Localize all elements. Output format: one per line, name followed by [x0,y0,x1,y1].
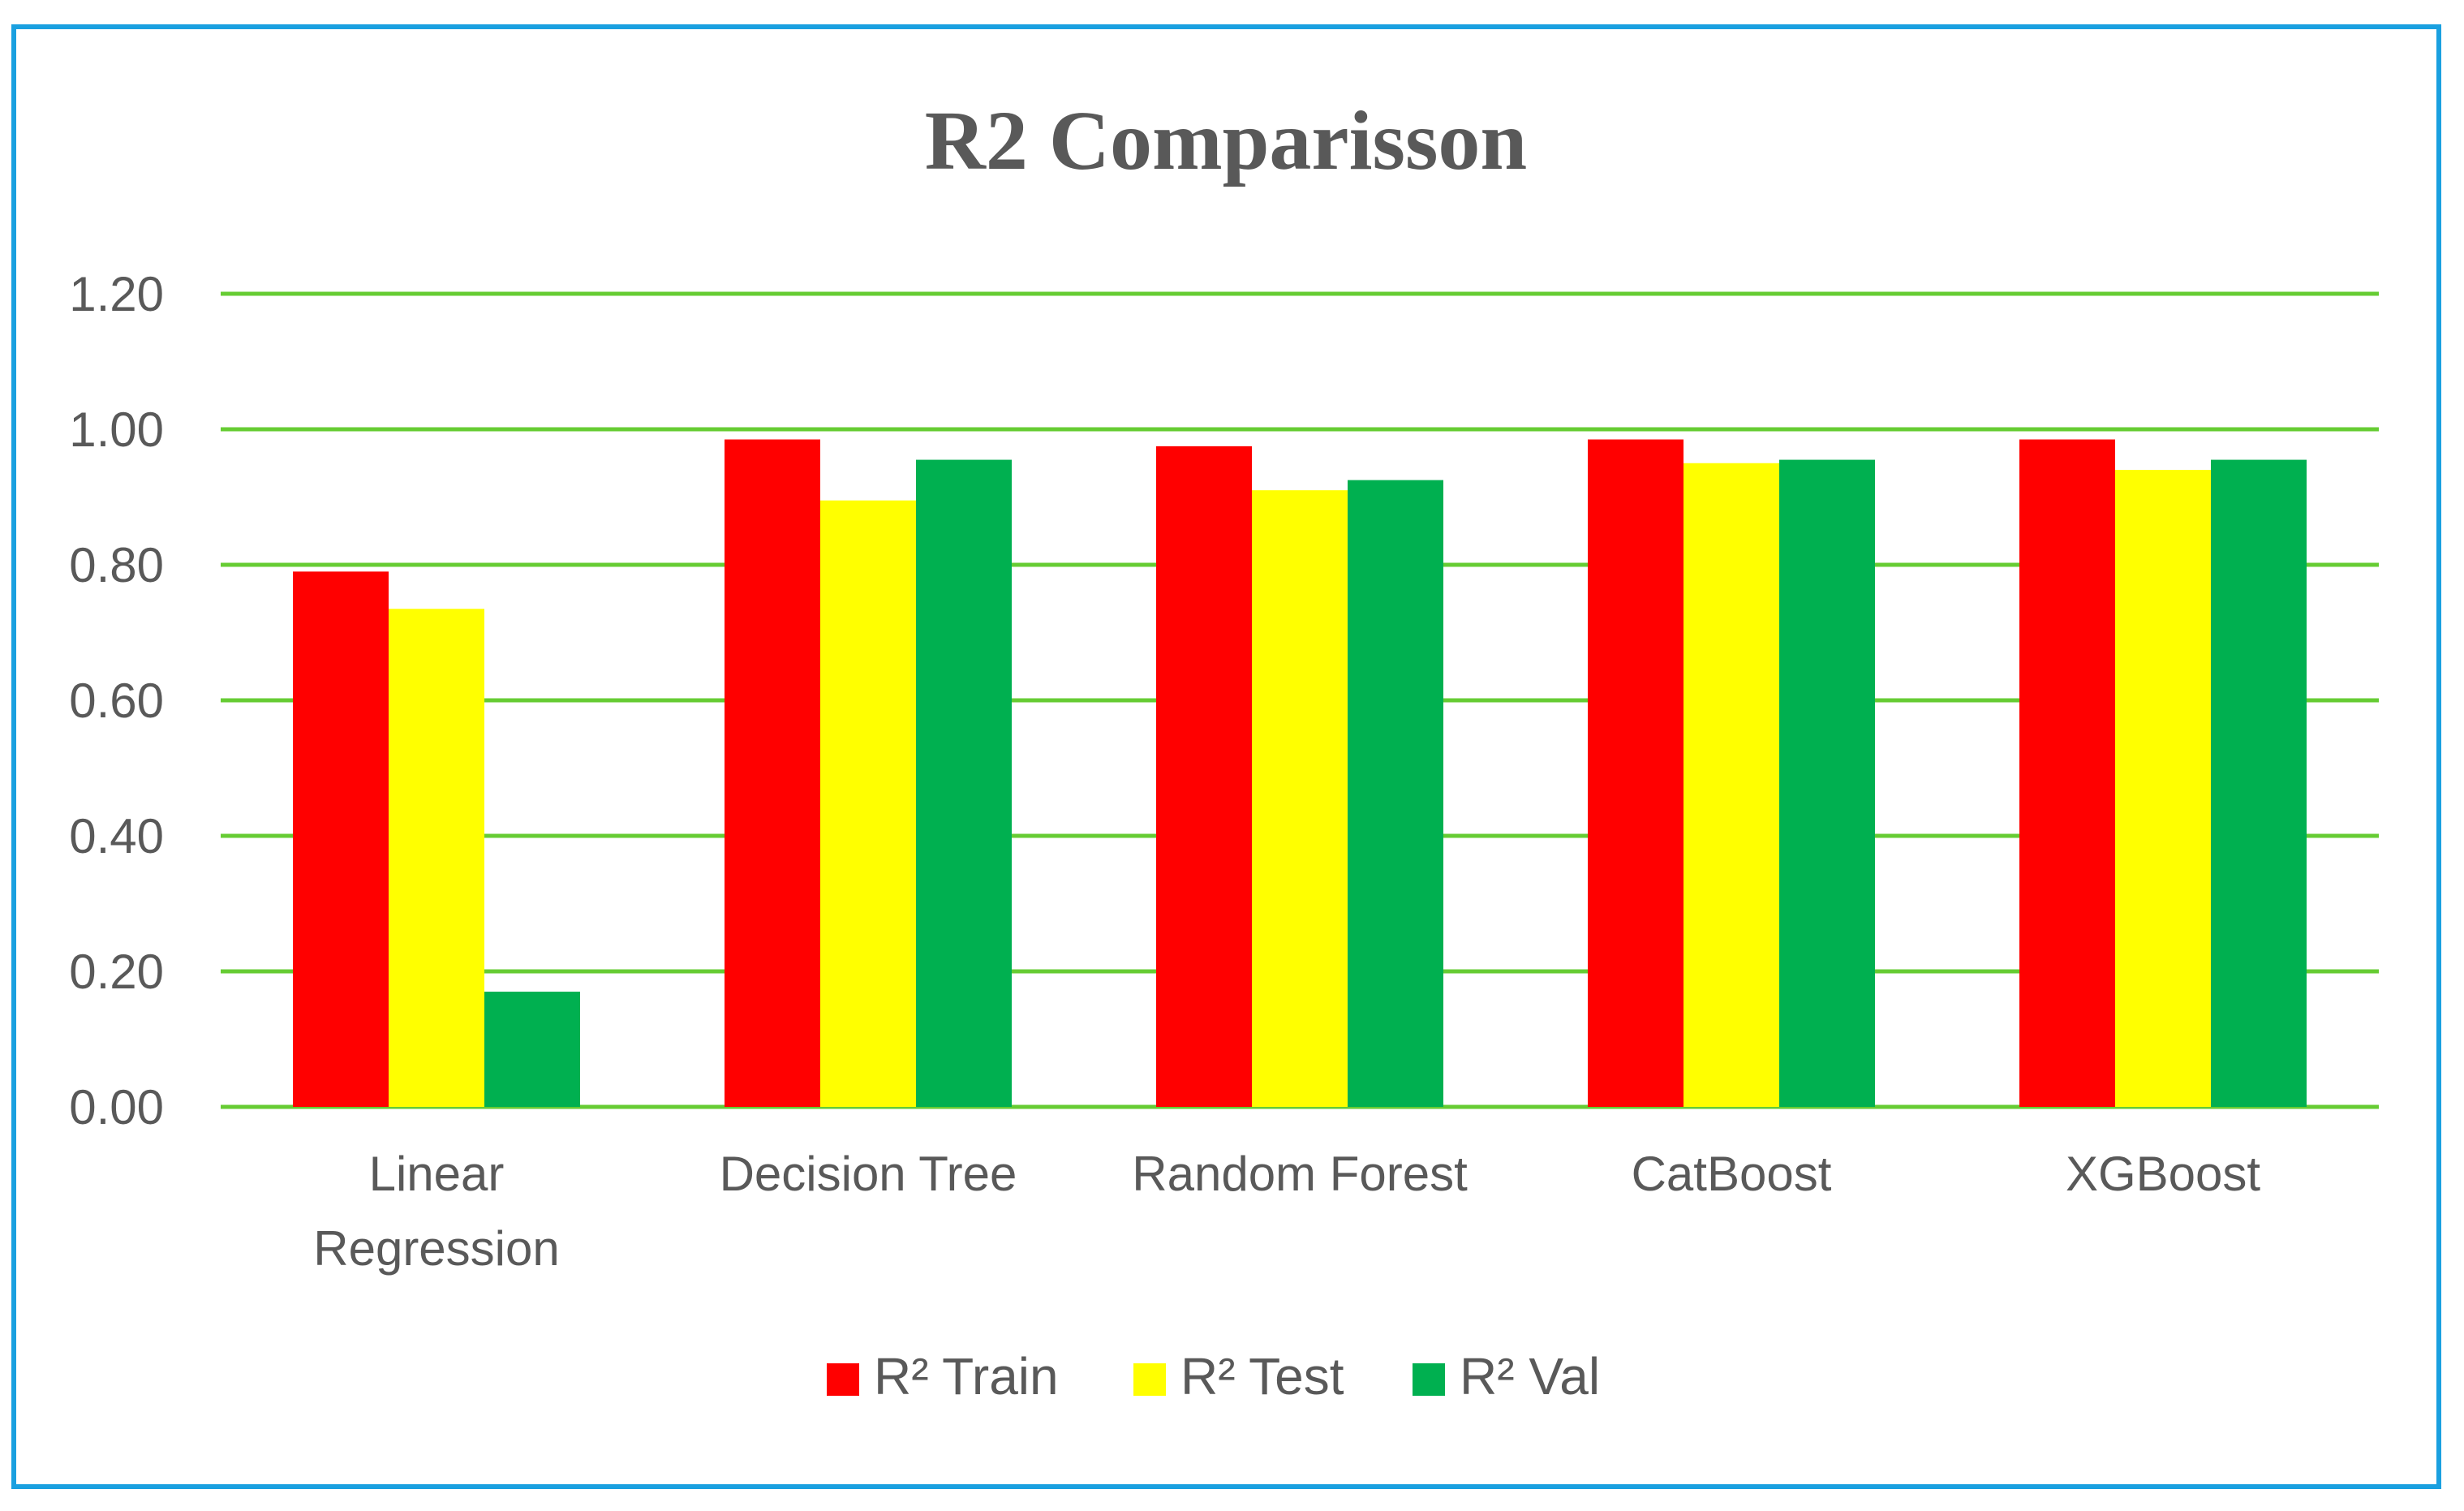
r2-comparison-chart: R2 Comparisson 0.00 0.20 0.40 0.60 0.80 1.00 1… [69,94,2379,1406]
bar-r-val-0 [484,992,580,1107]
chart-frame: R2 Comparisson 0.00 0.20 0.40 0.60 0.80 1.00 1… [11,24,2441,1489]
legend-swatch [827,1363,859,1396]
x-tick-label: Linear [369,1147,505,1201]
y-tick-label: 0.40 [69,809,164,863]
y-tick-label: 1.20 [69,267,164,321]
bar-r-test-4 [2115,470,2211,1107]
y-tick-label: 0.60 [69,674,164,728]
y-tick-label: 0.20 [69,945,164,999]
x-tick-label: XGBoost [2066,1147,2260,1201]
bar-r-train-0 [293,571,389,1107]
bar-r-val-1 [916,459,1012,1107]
bars [293,439,2307,1107]
bar-r-train-1 [725,439,820,1107]
bar-r-val-3 [1779,459,1875,1107]
chart-title: R2 Comparisson [925,94,1528,187]
legend-label: R² Test [1180,1347,1344,1406]
legend-label: R² Train [874,1347,1059,1406]
x-tick-label: Regression [313,1221,560,1276]
legend: R² Train R² Test R² Val [827,1347,1600,1406]
legend-swatch [1133,1363,1166,1396]
y-tick-label: 1.00 [69,403,164,457]
bar-r-test-3 [1684,463,1779,1107]
x-tick-label: Random Forest [1132,1147,1468,1201]
y-tick-label: 0.80 [69,538,164,592]
bar-r-train-2 [1156,446,1252,1107]
bar-r-val-2 [1348,480,1443,1107]
legend-swatch [1413,1363,1445,1396]
bar-r-train-3 [1588,439,1684,1107]
y-axis-ticks: 0.00 0.20 0.40 0.60 0.80 1.00 1.20 [69,267,164,1134]
x-tick-label: CatBoost [1632,1147,1832,1201]
bar-r-test-0 [389,609,484,1107]
bar-r-test-2 [1252,490,1348,1107]
bar-r-val-4 [2211,459,2307,1107]
legend-label: R² Val [1460,1347,1600,1406]
x-tick-label: Decision Tree [720,1147,1017,1201]
bar-r-train-4 [2019,439,2115,1107]
x-axis-ticks: Linear Regression Decision Tree Random Fore… [313,1147,2260,1276]
y-tick-label: 0.00 [69,1080,164,1134]
bar-r-test-1 [820,500,916,1107]
